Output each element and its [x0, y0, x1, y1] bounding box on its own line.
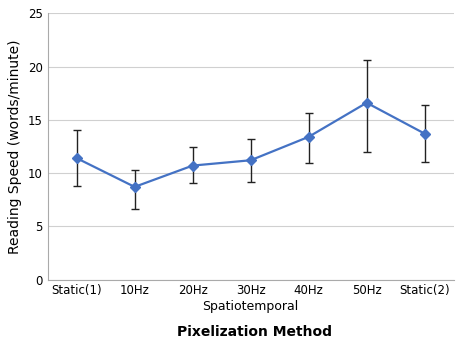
Text: Pixelization Method: Pixelization Method	[176, 325, 332, 339]
Y-axis label: Reading Speed (words/minute): Reading Speed (words/minute)	[8, 39, 22, 254]
X-axis label: Spatiotemporal: Spatiotemporal	[202, 300, 299, 313]
